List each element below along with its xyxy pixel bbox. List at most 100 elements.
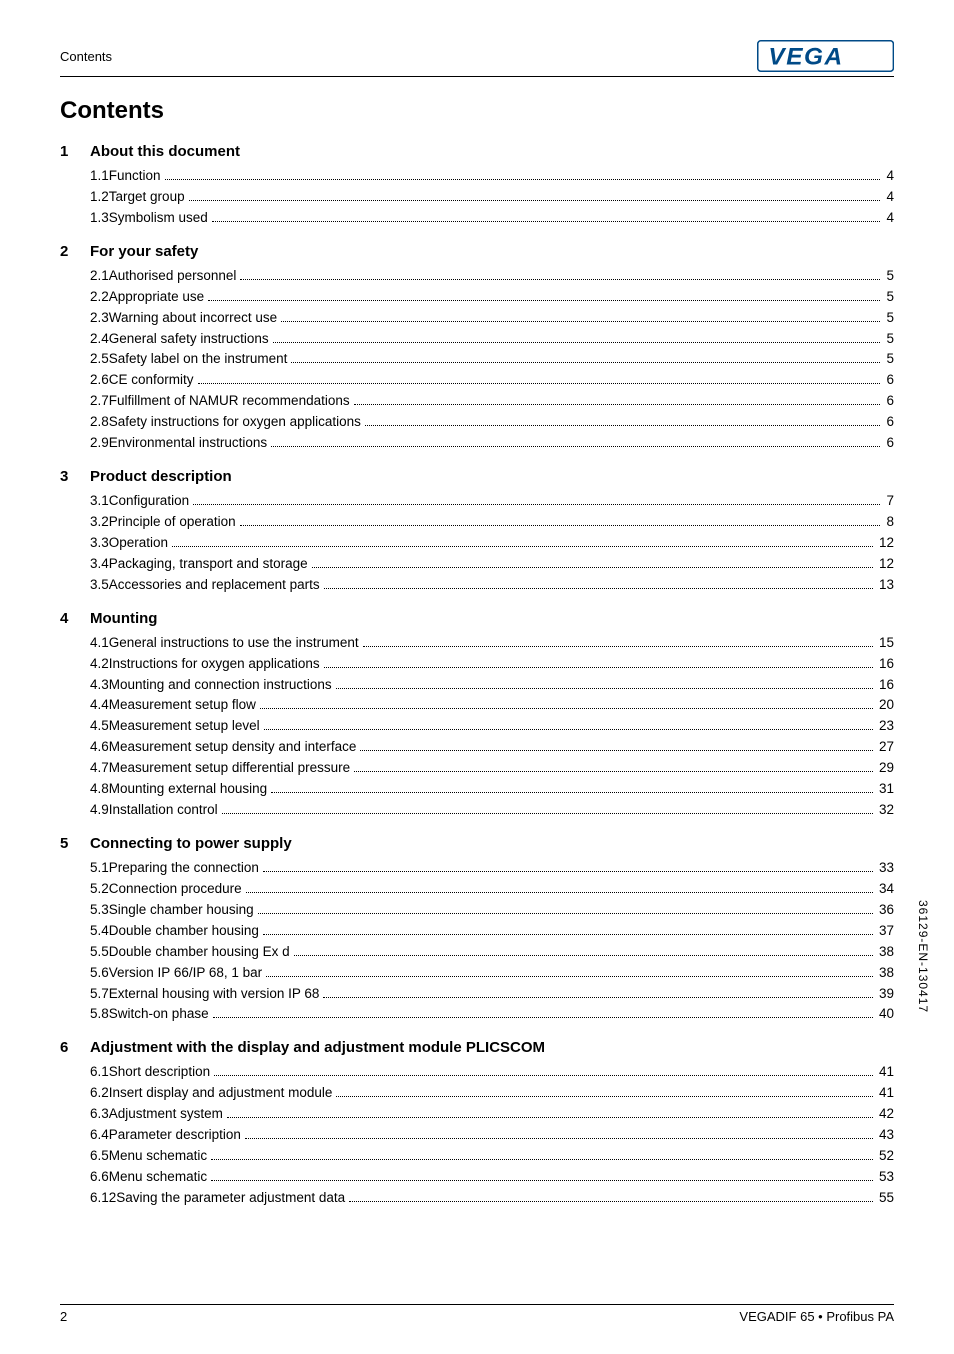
toc-leader-dots <box>214 1075 873 1076</box>
toc-entry-page: 16 <box>877 675 894 696</box>
toc-section-title: For your safety <box>90 243 198 260</box>
toc-section-heading: 3Product description <box>60 468 894 485</box>
toc-entry-label: General safety instructions <box>109 329 269 350</box>
toc-section: 5Connecting to power supply5.1 Preparing… <box>60 835 894 1025</box>
toc-entry[interactable]: 4.7 Measurement setup differential press… <box>60 758 894 779</box>
toc-entry-label: Safety label on the instrument <box>109 349 288 370</box>
toc-entry[interactable]: 4.4 Measurement setup flow 20 <box>60 695 894 716</box>
toc-entry[interactable]: 2.6 CE conformity 6 <box>60 370 894 391</box>
toc-section-heading: 2 For your safety <box>60 243 894 260</box>
toc-section-number: 2 <box>60 243 74 260</box>
toc-entry-label: External housing with version IP 68 <box>109 984 320 1005</box>
toc-entry-page: 8 <box>884 512 894 533</box>
toc-entry-label: Installation control <box>109 800 218 821</box>
toc-entry-number: 4.2 <box>60 654 109 675</box>
toc-entry[interactable]: 6.6 Menu schematic 53 <box>60 1167 894 1188</box>
toc-leader-dots <box>312 567 873 568</box>
toc-entry-label: Mounting and connection instructions <box>109 675 332 696</box>
toc-entry[interactable]: 3.1 Configuration 7 <box>60 491 894 512</box>
toc-entry[interactable]: 4.2 Instructions for oxygen applications… <box>60 654 894 675</box>
toc-entry[interactable]: 3.3 Operation 12 <box>60 533 894 554</box>
toc-leader-dots <box>291 362 880 363</box>
toc-entry[interactable]: 5.3 Single chamber housing 36 <box>60 900 894 921</box>
toc-entry-label: Measurement setup differential pressure <box>109 758 350 779</box>
toc-entry-number: 3.2 <box>60 512 109 533</box>
toc-entry[interactable]: 2.8 Safety instructions for oxygen appli… <box>60 412 894 433</box>
toc-entry-number: 6.2 <box>60 1083 109 1104</box>
toc-entry-number: 4.6 <box>60 737 109 758</box>
toc-entry[interactable]: 1.2 Target group 4 <box>60 187 894 208</box>
toc-entry-page: 41 <box>877 1083 894 1104</box>
toc-entry-number: 4.7 <box>60 758 109 779</box>
toc-entry-label: Instructions for oxygen applications <box>109 654 320 675</box>
toc-entry[interactable]: 6.4 Parameter description 43 <box>60 1125 894 1146</box>
toc-entry[interactable]: 2.4 General safety instructions 5 <box>60 329 894 350</box>
toc-entry-number: 3.1 <box>60 491 109 512</box>
toc-entry[interactable]: 2.3 Warning about incorrect use 5 <box>60 308 894 329</box>
toc-entry[interactable]: 1.1 Function 4 <box>60 166 894 187</box>
toc-entry-label: Insert display and adjustment module <box>109 1083 333 1104</box>
toc-entry[interactable]: 4.8 Mounting external housing 31 <box>60 779 894 800</box>
toc-leader-dots <box>273 342 881 343</box>
toc-entry-number: 5.6 <box>60 963 109 984</box>
toc-entry-label: Measurement setup flow <box>109 695 256 716</box>
toc-leader-dots <box>258 913 873 914</box>
toc-entry[interactable]: 2.5 Safety label on the instrument 5 <box>60 349 894 370</box>
toc-entry-page: 53 <box>877 1167 894 1188</box>
toc-entry[interactable]: 2.9 Environmental instructions 6 <box>60 433 894 454</box>
toc-entry-number: 2.6 <box>60 370 109 391</box>
toc-entry[interactable]: 6.12 Saving the parameter adjustment dat… <box>60 1188 894 1209</box>
toc-entry[interactable]: 4.6 Measurement setup density and interf… <box>60 737 894 758</box>
toc-entry-number: 6.12 <box>60 1188 116 1209</box>
toc-entry[interactable]: 2.1 Authorised personnel 5 <box>60 266 894 287</box>
toc-section: 2 For your safety 2.1 Authorised personnel… <box>60 243 894 454</box>
toc-entry[interactable]: 3.5 Accessories and replacement parts 13 <box>60 575 894 596</box>
toc-entry[interactable]: 6.5 Menu schematic 52 <box>60 1146 894 1167</box>
toc-entry[interactable]: 5.2 Connection procedure 34 <box>60 879 894 900</box>
toc-leader-dots <box>165 179 881 180</box>
toc-entry-page: 23 <box>877 716 894 737</box>
toc-entry[interactable]: 4.3 Mounting and connection instructions… <box>60 675 894 696</box>
toc-leader-dots <box>246 892 873 893</box>
toc-entry-page: 6 <box>884 412 894 433</box>
toc-entry[interactable]: 6.1 Short description 41 <box>60 1062 894 1083</box>
toc-entry-number: 3.4 <box>60 554 109 575</box>
toc-entry-number: 4.8 <box>60 779 109 800</box>
toc-entry[interactable]: 5.1 Preparing the connection 33 <box>60 858 894 879</box>
vega-logo: VEGA <box>757 40 894 72</box>
toc-entry[interactable]: 5.6 Version IP 66/IP 68, 1 bar 38 <box>60 963 894 984</box>
toc-entry[interactable]: 3.4 Packaging, transport and storage 12 <box>60 554 894 575</box>
toc-leader-dots <box>172 546 873 547</box>
toc-entry-label: Switch-on phase <box>109 1004 209 1025</box>
toc-entry[interactable]: 5.5 Double chamber housing Ex d 38 <box>60 942 894 963</box>
toc-entry-label: Fulfillment of NAMUR recommendations <box>109 391 350 412</box>
toc-entry-label: General instructions to use the instrume… <box>109 633 359 654</box>
toc-entry-page: 27 <box>877 737 894 758</box>
toc-entry-label: Short description <box>109 1062 210 1083</box>
toc-entry[interactable]: 6.2 Insert display and adjustment module… <box>60 1083 894 1104</box>
toc-entry[interactable]: 5.4 Double chamber housing 37 <box>60 921 894 942</box>
toc-section-number: 4 <box>60 610 74 627</box>
toc-entry-number: 4.4 <box>60 695 109 716</box>
toc-entry[interactable]: 3.2 Principle of operation 8 <box>60 512 894 533</box>
toc-entry-number: 1.3 <box>60 208 109 229</box>
toc-entry[interactable]: 1.3 Symbolism used 4 <box>60 208 894 229</box>
toc-entry[interactable]: 5.8 Switch-on phase 40 <box>60 1004 894 1025</box>
toc-entry[interactable]: 2.2 Appropriate use 5 <box>60 287 894 308</box>
toc-entry-label: Symbolism used <box>109 208 208 229</box>
page-header: Contents VEGA <box>60 40 894 77</box>
toc-leader-dots <box>222 813 873 814</box>
toc-entry[interactable]: 4.9 Installation control 32 <box>60 800 894 821</box>
toc-entry[interactable]: 6.3 Adjustment system 42 <box>60 1104 894 1125</box>
toc-entry-number: 1.1 <box>60 166 109 187</box>
toc-entry-label: Configuration <box>109 491 189 512</box>
toc-entry-label: Measurement setup level <box>109 716 260 737</box>
toc-section-number: 3 <box>60 468 74 485</box>
toc-entry[interactable]: 4.5 Measurement setup level 23 <box>60 716 894 737</box>
toc-entry-number: 6.4 <box>60 1125 109 1146</box>
toc-entry-label: Connection procedure <box>109 879 242 900</box>
toc-entry[interactable]: 4.1 General instructions to use the inst… <box>60 633 894 654</box>
toc-entry[interactable]: 2.7 Fulfillment of NAMUR recommendations… <box>60 391 894 412</box>
toc-entry[interactable]: 5.7 External housing with version IP 68 … <box>60 984 894 1005</box>
document-id-vertical: 36129-EN-130417 <box>916 900 930 1013</box>
